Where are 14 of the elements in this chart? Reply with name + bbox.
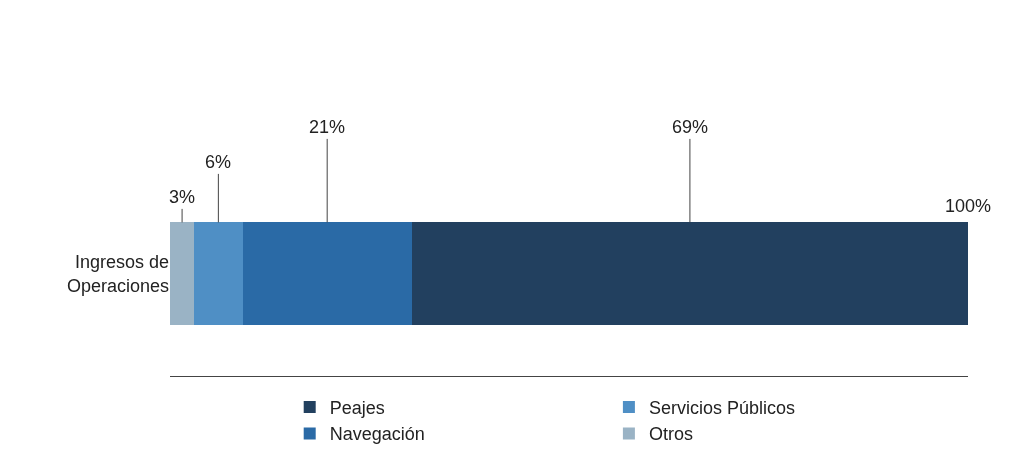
legend-label: Navegación [329,424,425,445]
data-label: 6% [205,152,232,172]
legend-label: Servicios Públicos [648,398,795,419]
total-label: 100% [945,196,992,216]
data-label: 69% [672,117,709,137]
legend-label: Peajes [329,398,385,419]
data-label: 3% [169,187,196,207]
legend-label: Otros [648,424,693,445]
bar [242,222,412,325]
bar [194,222,243,325]
data-label: 21% [309,117,346,137]
y-tick-label: Ingresos de Operaciones [66,252,169,296]
bar [170,222,195,325]
bar [411,222,968,325]
